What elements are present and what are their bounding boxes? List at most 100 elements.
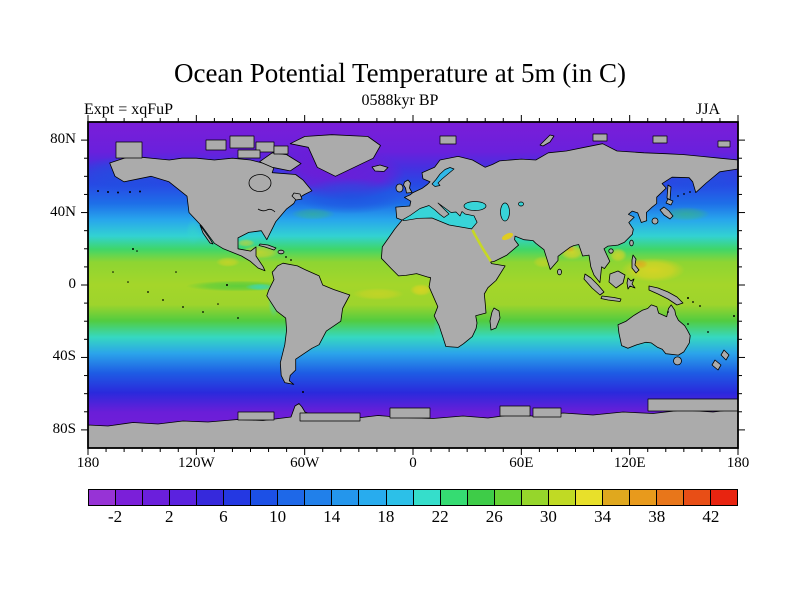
red-sea: [471, 229, 493, 263]
colorbar-cell: [277, 489, 306, 506]
arctic-ice-blocks: [115, 133, 731, 159]
colorbar-cell: [358, 489, 387, 506]
madagascar: [489, 307, 501, 331]
colorbar-cell: [601, 489, 630, 506]
philippines: [631, 254, 640, 274]
cuba: [258, 243, 277, 251]
colorbar-tick-label: 18: [377, 507, 395, 526]
iceland: [371, 164, 389, 172]
colorbar-tick-label: 34: [594, 507, 612, 526]
chart-subtitle: 0588kyr BP: [361, 92, 439, 109]
interior-seas: [402, 167, 524, 263]
mediterranean-sea: [402, 202, 478, 230]
x-axis-tick-label: 60E: [509, 455, 534, 471]
hispaniola: [277, 249, 285, 255]
small-island-specks: [97, 190, 735, 393]
colorbar-cell: [655, 489, 685, 506]
sri-lanka: [557, 268, 562, 276]
sumatra: [583, 273, 605, 296]
colorbar-cell: [88, 489, 117, 506]
baja: [199, 224, 214, 245]
nz-south: [711, 359, 722, 371]
colorbar-tick-label: 14: [323, 507, 341, 526]
x-axis-tick-label: 120W: [177, 455, 215, 471]
newfoundland: [291, 192, 303, 201]
colorbar-cell: [683, 489, 712, 506]
hudson-bay: [248, 174, 272, 192]
continents: [88, 133, 738, 448]
colorbar-tick-label: 42: [702, 507, 720, 526]
colorbar-cell: [493, 489, 522, 506]
java: [600, 295, 622, 302]
colorbar-tick-label: 30: [539, 507, 557, 526]
colorbar-cell: [115, 489, 144, 506]
ireland: [395, 183, 404, 193]
colorbar-cell: [466, 489, 495, 506]
y-axis-tick-label: 80S: [52, 420, 76, 437]
great-lakes: [257, 208, 276, 213]
colorbar-cell: [385, 489, 414, 506]
kyushu: [651, 217, 659, 225]
y-axis-tick-label: 80N: [50, 131, 76, 148]
caspian-sea: [500, 202, 510, 222]
baltic-sea: [431, 167, 455, 187]
season-label: JJA: [695, 101, 720, 118]
colorbar-cell: [412, 489, 441, 506]
colorbar-cell: [331, 489, 360, 506]
y-axis-tick-label: 0: [68, 276, 77, 292]
tasmania: [673, 356, 682, 366]
colorbar-cell: [304, 489, 333, 506]
hainan: [608, 248, 614, 254]
colorbar-cell: [196, 489, 225, 506]
colorbar-cell: [547, 489, 576, 506]
colorbar: [88, 489, 739, 506]
baffin-island: [259, 152, 302, 172]
colorbar-cell: [520, 489, 549, 506]
colorbar-cell: [574, 489, 603, 506]
colorbar-cell: [169, 489, 198, 506]
islands: [199, 134, 730, 371]
colorbar-tick-label: 2: [165, 507, 174, 526]
colorbar-cell: [142, 489, 171, 506]
x-axis-tick-label: 120E: [613, 455, 646, 471]
sakhalin: [666, 184, 672, 201]
colorbar-cell: [439, 489, 468, 506]
colorbar-cell: [628, 489, 657, 506]
axis-ticks: [81, 115, 745, 455]
nz-north: [720, 349, 730, 361]
colorbar-tick-label: 26: [485, 507, 503, 526]
uk: [403, 179, 413, 194]
black-sea: [463, 201, 487, 211]
colorbar-tick-label: 38: [648, 507, 666, 526]
experiment-label: Expt = xqFuP: [84, 101, 174, 118]
x-axis-tick-label: 180: [76, 455, 100, 471]
greenland: [289, 134, 381, 177]
aral-sea: [518, 201, 524, 207]
borneo: [608, 270, 626, 289]
colorbar-tick-label: 6: [219, 507, 228, 526]
new-guinea: [648, 285, 684, 306]
persian-gulf: [501, 232, 514, 241]
colorbar-cell: [710, 489, 739, 506]
honshu: [659, 206, 674, 220]
antarctica: [88, 403, 738, 448]
colorbar-tick-label: 10: [269, 507, 287, 526]
y-axis-tick-label: 40S: [52, 348, 76, 365]
colorbar-cell: [250, 489, 279, 506]
colorbar-tick-label: 22: [431, 507, 449, 526]
y-axis-tick-label: 40N: [50, 203, 76, 220]
colorbar-tick-label: -2: [107, 507, 123, 526]
antarctic-ice-blocks: [237, 398, 738, 422]
x-axis-tick-label: 0: [409, 455, 417, 471]
x-axis-tick-label: 180: [726, 455, 750, 471]
eurasia-africa: [381, 143, 738, 348]
australia: [617, 304, 691, 356]
taiwan: [629, 239, 634, 247]
world-map: [81, 115, 745, 455]
sulawesi: [626, 277, 636, 290]
chart-title: Ocean Potential Temperature at 5m (in C): [174, 58, 626, 88]
hokkaido: [665, 198, 674, 206]
colorbar-cell: [223, 489, 252, 506]
x-axis-tick-label: 60W: [290, 455, 320, 471]
